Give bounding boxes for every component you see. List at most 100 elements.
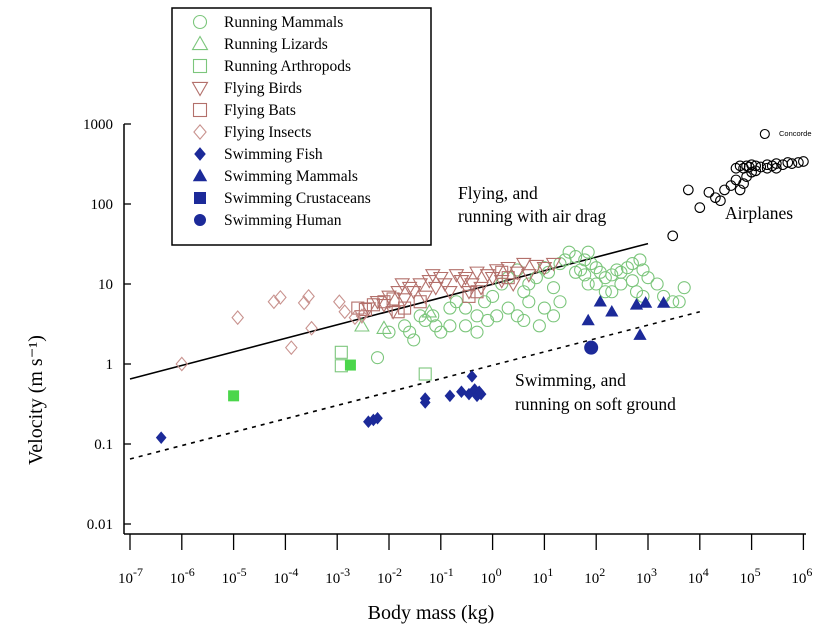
legend-item-swimming-crustaceans: Swimming Crustaceans — [194, 190, 371, 207]
x-tick-label: 105 — [740, 565, 761, 587]
legend-marker-swimming-mammals — [192, 168, 208, 182]
point-airplanes — [667, 230, 679, 242]
legend-item-swimming-human: Swimming Human — [194, 212, 342, 229]
legend-label: Running Lizards — [224, 36, 328, 53]
point-running-mammals — [677, 281, 691, 295]
legend-label: Running Mammals — [224, 14, 343, 31]
point-airplanes — [715, 195, 726, 207]
legend-box — [171, 7, 432, 246]
point-flying-birds — [401, 281, 418, 296]
point-flying-birds — [520, 269, 537, 283]
legend-item-running-mammals: Running Mammals — [192, 14, 343, 31]
point-flying-insects — [338, 304, 352, 320]
x-tick-label: 10-1 — [429, 565, 454, 587]
point-running-mammals — [458, 301, 473, 315]
point-running-mammals — [407, 333, 421, 347]
point-running-lizards — [376, 320, 392, 334]
point-swimming-fish — [155, 431, 167, 444]
point-flying-birds — [479, 269, 496, 283]
point-swimming-fish — [372, 411, 383, 425]
point-running-mammals — [490, 309, 504, 323]
point-airplanes — [782, 157, 794, 168]
legend-label: Swimming Fish — [224, 146, 323, 163]
point-running-mammals — [589, 261, 603, 275]
point-swimming-mammals — [633, 328, 647, 340]
point-running-mammals — [403, 325, 417, 339]
point-flying-birds — [381, 290, 397, 305]
point-swimming-mammals — [656, 296, 671, 308]
point-airplanes — [750, 165, 762, 177]
point-running-mammals — [584, 257, 598, 271]
point-flying-bats — [366, 298, 380, 312]
point-flying-birds — [545, 257, 562, 272]
point-flying-bats — [470, 285, 484, 299]
x-tick-label: 100 — [481, 565, 502, 587]
point-running-mammals — [598, 271, 612, 285]
point-running-mammals — [610, 263, 624, 277]
y-tick-label: 0.1 — [94, 437, 113, 453]
point-airplanes — [743, 161, 755, 173]
point-swimming-crustaceans-green-fill — [228, 390, 240, 402]
point-swimming-fish — [475, 387, 487, 401]
point-flying-insects — [297, 295, 311, 311]
series-running-lizards — [354, 303, 438, 334]
point-flying-birds — [417, 290, 434, 305]
point-running-mammals — [546, 281, 561, 295]
point-running-mammals — [598, 285, 612, 299]
legend-label: Running Arthropods — [224, 58, 351, 75]
point-running-mammals — [517, 313, 531, 328]
swimming-annotation-line1: Swimming, and — [515, 370, 626, 390]
x-axis-title: Body mass (kg) — [368, 602, 495, 624]
y-axis-title: Velocity (m s⁻¹) — [25, 335, 47, 465]
x-tick-label: 10-6 — [170, 565, 195, 587]
legend-item-running-arthropods: Running Arthropods — [192, 58, 351, 75]
legend-marker-flying-birds — [191, 81, 209, 97]
x-tick-label: 101 — [532, 565, 553, 587]
point-running-mammals — [443, 301, 457, 315]
point-running-mammals — [562, 245, 576, 259]
y-ticks: 0.01 0.1 1 10 100 1000 — [83, 117, 131, 533]
point-airplanes — [770, 158, 782, 169]
x-tick-label: 10-2 — [377, 565, 402, 587]
legend-label: Swimming Mammals — [224, 168, 358, 185]
legend-marker-flying-insects — [193, 124, 207, 140]
point-flying-birds — [505, 278, 522, 293]
point-running-mammals — [434, 325, 448, 339]
point-flying-birds — [473, 281, 489, 296]
point-running-mammals — [569, 250, 583, 264]
point-running-mammals — [501, 301, 515, 315]
legend-label: Flying Birds — [224, 80, 302, 97]
point-running-mammals — [458, 319, 473, 333]
point-flying-insects — [355, 308, 369, 324]
point-running-mammals — [553, 295, 567, 309]
point-flying-birds — [515, 257, 532, 272]
legend-item-flying-birds: Flying Birds — [191, 80, 302, 97]
series-flying-bats — [351, 265, 515, 319]
series-flying-insects — [175, 288, 369, 372]
x-ticks: 10-7 10-6 10-5 10-4 10-3 10-2 10-1 100 101 102 103… — [118, 534, 812, 587]
x-tick-label: 106 — [791, 565, 812, 587]
point-airplanes — [730, 174, 742, 186]
point-airplanes — [682, 184, 694, 196]
point-running-mammals — [578, 268, 592, 282]
point-flying-bats — [398, 301, 412, 315]
point-running-mammals — [625, 257, 639, 271]
point-flying-birds — [536, 261, 553, 276]
point-swimming-mammals — [605, 304, 619, 317]
point-flying-insects — [231, 310, 245, 326]
point-running-mammals — [443, 319, 457, 333]
point-flying-birds — [354, 310, 370, 324]
point-running-mammals — [633, 253, 647, 267]
point-running-mammals — [569, 265, 583, 279]
legend-marker-running-arthropods — [192, 58, 208, 74]
point-flying-bats — [358, 302, 372, 317]
point-flying-bats — [501, 271, 515, 285]
point-running-mammals — [481, 313, 495, 328]
point-flying-insects — [305, 320, 318, 336]
point-running-mammals — [370, 351, 385, 365]
point-flying-bats — [386, 292, 400, 306]
data-points — [155, 128, 809, 444]
point-flying-bats — [413, 295, 427, 309]
legend-label: Swimming Human — [224, 212, 342, 229]
